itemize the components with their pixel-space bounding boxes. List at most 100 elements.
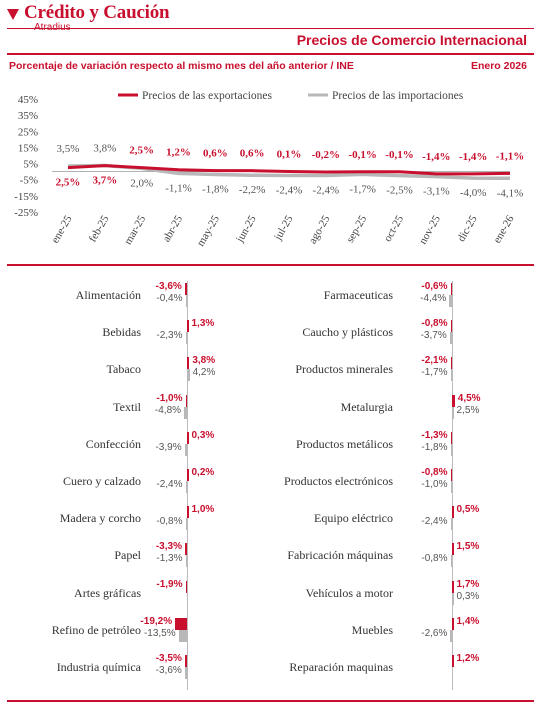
x-tick-label: ene-25	[49, 213, 75, 245]
brand-sub: Atradius	[34, 22, 169, 33]
export-series-line	[67, 164, 511, 176]
x-tick-label: ene-26	[491, 213, 517, 245]
y-tick-label: -5%	[20, 175, 38, 187]
export-value-label: 1,3%	[191, 318, 215, 330]
import-data-label: -3,1%	[423, 186, 450, 198]
category-label: Textil	[113, 399, 141, 414]
export-bar	[185, 394, 187, 407]
header-rule-bottom	[7, 53, 534, 55]
import-value-label: -1,8%	[421, 441, 448, 453]
import-value-label: -2,6%	[421, 627, 448, 639]
export-bar	[452, 506, 454, 519]
category-label: Metalurgia	[340, 399, 393, 414]
import-bar	[185, 518, 187, 531]
export-data-label: -1,4%	[459, 151, 487, 163]
y-tick-label: -15%	[14, 191, 38, 203]
import-bar	[449, 295, 452, 307]
x-tick-label: sep-25	[344, 213, 369, 245]
export-value-label: -3,5%	[155, 653, 182, 664]
category-label: Papel	[114, 548, 141, 563]
export-value-label: 1,5%	[456, 541, 480, 553]
export-bar	[187, 469, 189, 481]
export-data-label: -0,2%	[312, 149, 340, 161]
category-label: Tabaco	[106, 362, 141, 377]
import-value-label: 4,2%	[192, 367, 216, 379]
export-bar	[450, 320, 452, 333]
export-bar	[450, 283, 452, 295]
export-value-label: -1,0%	[156, 392, 183, 404]
export-data-label: 3,7%	[92, 175, 117, 187]
x-tick-label: jul-25	[272, 213, 296, 243]
category-label: Productos electrónicos	[284, 474, 393, 488]
import-bar	[184, 443, 187, 456]
category-label: Fabricación máquinas	[287, 548, 393, 563]
import-value-label: -1,3%	[156, 553, 183, 565]
x-tick-label: mar-25	[122, 213, 148, 247]
export-data-label: 0,6%	[203, 148, 228, 160]
sector-bar-panel: Alimentación -3,6% -0,4% Bebidas 1,3% -2,3% Ta…	[0, 275, 541, 691]
export-bar	[184, 283, 187, 295]
import-bar	[178, 629, 187, 642]
footer-rule	[7, 700, 534, 702]
export-value-label: 1,2%	[456, 653, 480, 664]
left-zero-axis	[187, 281, 188, 691]
import-value-label: -0,4%	[156, 293, 183, 304]
export-value-label: -3,6%	[155, 281, 182, 292]
legend-label-exports: Precios de las exportaciones	[142, 90, 272, 102]
import-value-label: -2,4%	[421, 516, 448, 528]
import-bar	[450, 443, 452, 456]
export-bar	[452, 655, 454, 667]
x-tick-label: dic-25	[455, 213, 480, 244]
export-data-label: -1,4%	[422, 151, 450, 163]
export-data-label: 0,1%	[277, 148, 302, 160]
x-tick-label: jun-25	[234, 213, 260, 245]
import-value-label: -4,4%	[420, 293, 447, 304]
export-bar	[187, 320, 189, 333]
y-tick-label: -25%	[14, 207, 38, 219]
export-bar	[452, 617, 454, 630]
import-data-label: -2,4%	[313, 185, 340, 197]
category-label: Muebles	[351, 622, 393, 637]
import-bar	[185, 555, 187, 568]
import-bar	[450, 555, 452, 568]
export-bar	[184, 543, 187, 556]
header-rule-top	[7, 28, 534, 29]
import-value-label: -1,0%	[421, 479, 448, 490]
import-value-label: -2,4%	[156, 479, 183, 490]
export-value-label: -0,8%	[421, 318, 448, 330]
export-bar	[187, 506, 189, 519]
section-divider	[7, 264, 534, 266]
import-bar	[185, 295, 187, 307]
export-value-label: -19,2%	[140, 615, 173, 627]
category-label: Productos metálicos	[296, 436, 393, 451]
x-tick-label: abr-25	[160, 213, 185, 244]
export-value-label: -2,1%	[421, 355, 448, 367]
export-data-label: 0,6%	[240, 148, 265, 160]
export-bar	[175, 617, 187, 630]
right-zero-axis	[452, 281, 453, 691]
import-bar	[184, 406, 187, 419]
import-bar	[185, 332, 187, 345]
import-bar	[450, 518, 452, 531]
y-tick-label: 45%	[18, 94, 38, 106]
export-data-label: 1,2%	[166, 147, 191, 159]
y-tick-label: 5%	[23, 159, 38, 171]
import-data-label: 3,8%	[93, 143, 116, 155]
import-value-label: 2,5%	[456, 404, 480, 416]
import-bar	[449, 332, 452, 345]
import-bar	[184, 667, 187, 679]
import-data-label: -2,2%	[239, 184, 266, 196]
export-value-label: 1,0%	[191, 504, 215, 516]
import-data-label: -2,5%	[386, 185, 413, 197]
import-bar	[185, 481, 187, 493]
export-value-label: -1,3%	[421, 429, 448, 441]
line-chart: 45% 35% 25% 15% 5% -5% -15% -25% ene-25 feb-25 mar…	[14, 90, 524, 249]
category-label: Productos minerales	[295, 362, 393, 377]
page-title: Precios de Comercio Internacional	[296, 32, 527, 48]
brand-logo: Crédito y Caución Atradius	[7, 2, 170, 33]
import-bar	[450, 369, 452, 382]
import-value-label: -1,7%	[421, 367, 448, 379]
import-value-label: -4,8%	[154, 404, 182, 416]
import-bar	[450, 629, 452, 642]
export-value-label: -0,8%	[421, 467, 448, 478]
